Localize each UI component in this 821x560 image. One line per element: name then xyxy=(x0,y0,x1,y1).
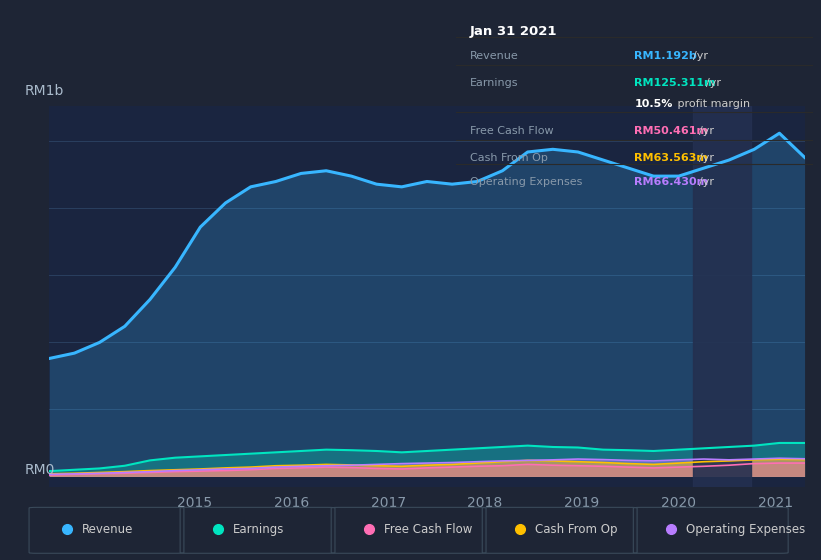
Text: Cash From Op: Cash From Op xyxy=(470,153,548,164)
Text: Operating Expenses: Operating Expenses xyxy=(686,522,805,536)
Text: /yr: /yr xyxy=(699,178,714,188)
Text: RM50.461m: RM50.461m xyxy=(635,126,709,136)
Text: Revenue: Revenue xyxy=(82,522,133,536)
Text: 10.5%: 10.5% xyxy=(635,99,672,109)
Text: Cash From Op: Cash From Op xyxy=(535,522,617,536)
Text: RM0: RM0 xyxy=(25,463,55,477)
Text: Jan 31 2021: Jan 31 2021 xyxy=(470,25,557,38)
Text: /yr: /yr xyxy=(693,51,708,61)
Text: RM1.192b: RM1.192b xyxy=(635,51,697,61)
Text: Earnings: Earnings xyxy=(233,522,284,536)
Text: /yr: /yr xyxy=(699,126,714,136)
Text: profit margin: profit margin xyxy=(673,99,750,109)
Text: RM63.563m: RM63.563m xyxy=(635,153,708,164)
Text: Free Cash Flow: Free Cash Flow xyxy=(470,126,553,136)
Text: Free Cash Flow: Free Cash Flow xyxy=(384,522,472,536)
Text: Revenue: Revenue xyxy=(470,51,519,61)
Text: RM66.430m: RM66.430m xyxy=(635,178,709,188)
Bar xyxy=(693,106,751,487)
Text: RM125.311m: RM125.311m xyxy=(635,78,716,88)
Text: Operating Expenses: Operating Expenses xyxy=(470,178,582,188)
Text: /yr: /yr xyxy=(699,153,714,164)
Text: RM1b: RM1b xyxy=(25,84,64,98)
Text: /yr: /yr xyxy=(706,78,721,88)
Text: Earnings: Earnings xyxy=(470,78,518,88)
